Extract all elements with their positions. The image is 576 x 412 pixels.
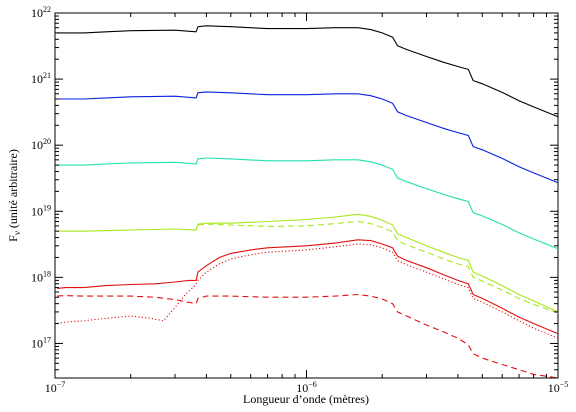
y-tick-exponent: 21 (43, 71, 51, 80)
x-tick-exponent: −5 (560, 380, 569, 389)
series-line-7-dashed (57, 293, 559, 379)
x-tick-base: 10 (296, 381, 308, 395)
x-axis-label: Longueur d’onde (mètres) (243, 392, 369, 406)
y-axis-label-rest: (unité arbitraire) (6, 149, 20, 231)
y-tick-exponent: 17 (43, 335, 51, 344)
x-tick-label: 10−6 (296, 380, 317, 395)
y-tick-label: 1019 (31, 203, 51, 218)
series-layer (57, 25, 559, 379)
y-tick-exponent: 20 (43, 137, 51, 146)
y-tick-exponent: 22 (43, 5, 51, 14)
x-tick-exponent: −7 (57, 380, 66, 389)
series-line-2-solid (57, 91, 559, 184)
x-tick-label: 10−5 (548, 380, 569, 395)
y-tick-base: 10 (31, 138, 43, 152)
y-tick-label: 1018 (31, 269, 51, 284)
y-tick-base: 10 (31, 6, 43, 20)
series-line-4-solid (57, 213, 559, 313)
series-line-1-solid (57, 25, 559, 118)
y-tick-exponent: 18 (43, 269, 51, 278)
series-line-3-solid (57, 157, 559, 250)
x-tick-exponent: −6 (308, 380, 317, 389)
x-tick-base: 10 (548, 381, 560, 395)
series-line-5-dashed (197, 220, 559, 314)
x-tick-label: 10−7 (45, 380, 66, 395)
y-axis-label-sub: ν (12, 231, 22, 235)
y-tick-label: 1017 (31, 335, 51, 350)
y-tick-exponent: 19 (43, 203, 51, 212)
y-tick-label: 1020 (31, 137, 51, 152)
y-axis-label-main: F (6, 235, 20, 242)
y-tick-label: 1022 (31, 5, 51, 20)
y-tick-label: 1021 (31, 71, 51, 86)
y-axis-label: Fν (unité arbitraire) (6, 149, 22, 242)
y-tick-base: 10 (31, 204, 43, 218)
series-line-6-solid (57, 239, 559, 335)
y-tick-base: 10 (31, 72, 43, 86)
y-tick-base: 10 (31, 336, 43, 350)
x-tick-base: 10 (45, 381, 57, 395)
y-tick-base: 10 (31, 270, 43, 284)
plot-frame (54, 12, 559, 379)
series-line-8-dotted (57, 243, 559, 339)
